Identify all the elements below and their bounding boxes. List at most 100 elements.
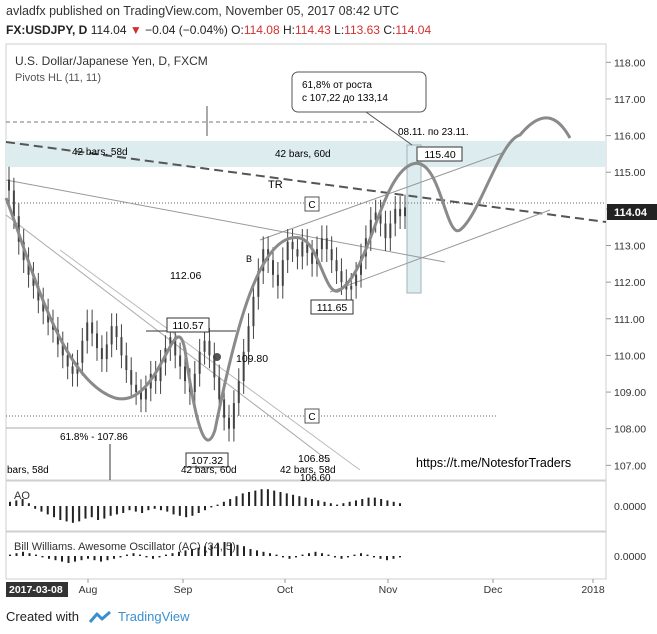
candle-body	[81, 340, 84, 363]
candle-body	[140, 392, 142, 400]
candle-body	[184, 366, 186, 382]
x-start-tag-text: 2017-03-08	[9, 584, 63, 596]
channel-left-line-a	[5, 214, 331, 463]
y-tick-label: 115.00	[614, 167, 645, 179]
high-label: H:	[283, 23, 295, 37]
y-tick-label: 113.00	[614, 241, 645, 253]
time-axis[interactable]: Aug Sep Oct Nov Dec 2018	[79, 579, 605, 596]
candle-body	[296, 249, 299, 257]
tradingview-brand-link[interactable]: TradingView	[118, 609, 190, 624]
last-price: 114.04	[90, 23, 127, 37]
candle-body	[100, 348, 103, 360]
change-value: −0.04 (−0.04%)	[145, 23, 228, 37]
candle-body	[144, 388, 147, 400]
bars-label-left: 42 bars, 58d	[72, 147, 128, 158]
candle-body	[379, 212, 382, 224]
y-tick-label: 118.00	[614, 57, 645, 69]
candle-body	[228, 417, 230, 429]
candle-body	[389, 223, 392, 239]
candle-body	[223, 399, 226, 418]
ac-histogram	[9, 542, 401, 563]
candle-body	[110, 326, 113, 345]
bars-label-bottom-60: 42 bars, 60d	[181, 465, 237, 476]
candle-body	[374, 212, 377, 220]
y-tick-label: 107.00	[614, 460, 646, 472]
created-with-text: Created with	[6, 609, 79, 624]
fib-note-line1: 61,8% от роста	[302, 80, 372, 91]
candle-body	[17, 216, 20, 242]
fib-note-box	[291, 71, 427, 113]
last-price-tag-text: 114.04	[614, 207, 648, 219]
candle-body	[115, 326, 118, 338]
close-value: 114.04	[395, 23, 432, 37]
candle-body	[37, 285, 40, 301]
x-tick-label: 2018	[581, 584, 605, 596]
candle-body	[47, 311, 50, 323]
candle-body	[257, 271, 260, 297]
candle-body	[179, 355, 182, 367]
candle-body	[213, 355, 216, 378]
y-tick-label: 111.00	[614, 314, 645, 326]
publish-line: avladfx published on TradingView.com, No…	[6, 4, 399, 18]
y-tick-label: 108.00	[614, 424, 646, 436]
candle-body	[286, 241, 289, 261]
candle-body	[237, 381, 240, 404]
pivot-label-107-32: 107.32	[191, 455, 223, 467]
fib-note-pointer	[365, 111, 413, 146]
candle-body	[66, 355, 69, 367]
candle-body	[301, 241, 304, 257]
candle-body	[8, 179, 10, 191]
chart-title: U.S. Dollar/Japanese Yen, D, FXCM	[15, 54, 208, 68]
resistance-zone	[6, 141, 606, 167]
chart-canvas[interactable]: 110.57 109.80 112.06 107.32 111.65 115.4…	[0, 0, 657, 603]
candle-body	[159, 362, 162, 382]
candle-body	[91, 322, 94, 334]
link-bg	[413, 452, 597, 474]
candle-body	[306, 241, 309, 253]
candle-body	[32, 274, 35, 286]
candle-body	[86, 322, 89, 341]
candle-body	[325, 238, 328, 250]
ao-pane-frame	[5, 480, 607, 532]
price-axis[interactable]: 118.00117.00116.00115.00114.00113.00112.…	[606, 57, 646, 472]
candle-body	[350, 285, 353, 290]
open-value: 114.08	[243, 23, 280, 37]
candle-body	[135, 384, 138, 393]
low-value: 113.63	[344, 23, 380, 37]
candle-body	[193, 373, 196, 393]
x-tick-label: Dec	[484, 584, 503, 596]
candle-body	[61, 344, 64, 356]
candle-body	[154, 373, 157, 382]
candle-body	[335, 260, 338, 272]
author-link[interactable]: avladfx	[6, 4, 46, 18]
candle-body	[42, 300, 45, 312]
candle-body	[120, 337, 123, 356]
candle-body	[355, 274, 358, 286]
publish-text: published on TradingView.com, November 0…	[49, 4, 400, 18]
telegram-link[interactable]: https://t.me/NotesforTraders	[416, 456, 571, 470]
y-tick-label: 112.00	[614, 277, 645, 289]
candle-body	[399, 208, 402, 217]
down-arrow-icon: ▼	[129, 23, 142, 37]
pivot-label-106-85: 106.85	[298, 453, 330, 465]
x-tick-label: Oct	[277, 584, 293, 596]
tr-label: TR	[268, 179, 283, 191]
candle-body	[369, 219, 372, 239]
candle-body	[384, 223, 387, 239]
candle-body	[232, 403, 235, 429]
ao-histogram	[9, 489, 401, 523]
candle-body	[320, 238, 323, 250]
pivot-label-115-40: 115.40	[424, 149, 455, 161]
candle-body	[105, 344, 108, 360]
ac-pane-frame	[5, 531, 607, 580]
projection-path	[4, 116, 572, 442]
tradingview-logo-icon	[88, 610, 111, 623]
candle-body	[218, 377, 221, 400]
open-label: O:	[231, 23, 244, 37]
y-tick-label: 110.00	[614, 350, 645, 362]
main-pane-frame	[5, 43, 607, 481]
x-start-tag	[6, 582, 68, 597]
trendline-tr	[5, 141, 607, 223]
ao-title: AO	[14, 490, 30, 502]
candle-body	[360, 256, 362, 275]
